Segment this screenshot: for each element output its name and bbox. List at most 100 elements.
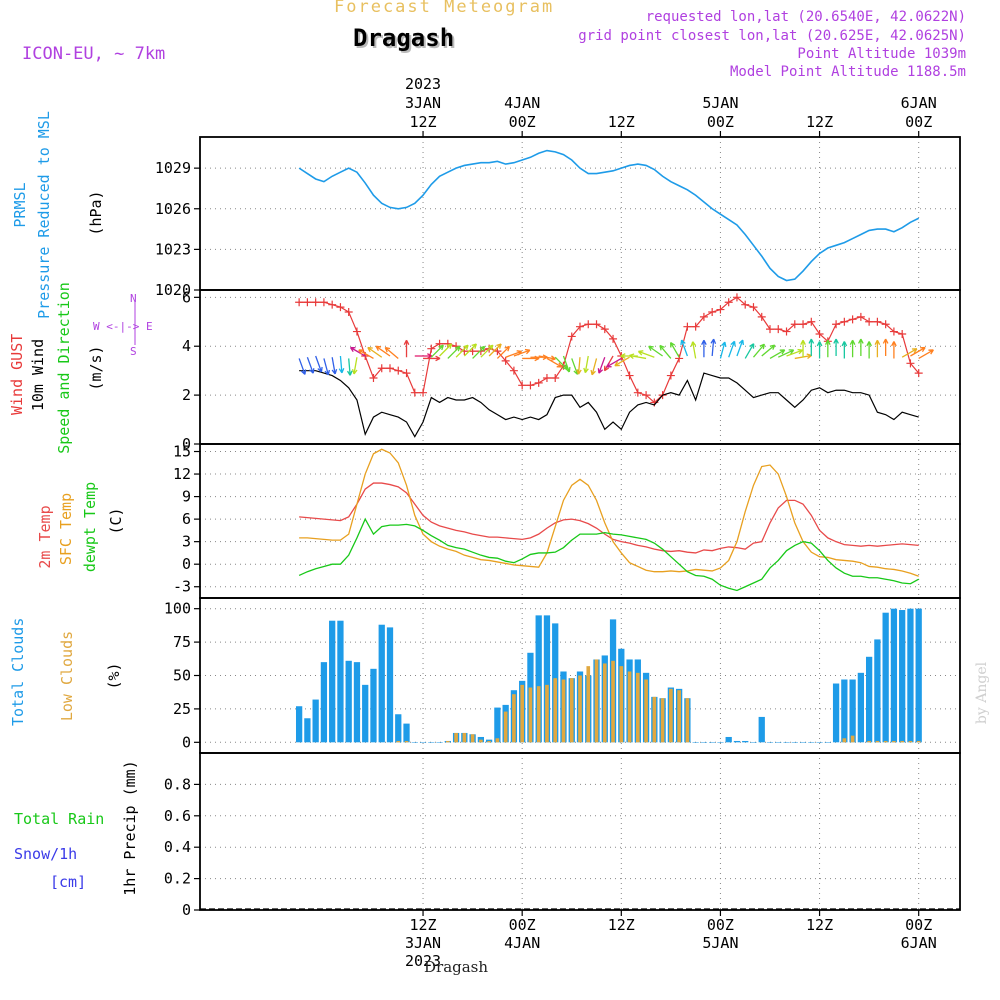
total-cloud-bar: [799, 742, 807, 743]
wind-direction-arrow: [590, 358, 598, 376]
text-layer: 10201023102610290246-3036912150255075100…: [134, 75, 937, 970]
gust-marker: [526, 381, 535, 390]
low-cloud-bar: [520, 684, 524, 743]
wind-direction-arrow: [403, 339, 410, 358]
total-clouds-label: Total Clouds: [9, 617, 27, 726]
gust-marker: [666, 371, 675, 380]
low-cloud-bar: [512, 694, 516, 743]
top-time-label: 12Z: [608, 113, 635, 131]
top-time-label: 00Z: [509, 113, 536, 131]
total-cloud-bar: [535, 615, 542, 743]
low-cloud-bar: [644, 679, 648, 743]
bottom-time-label: 2023: [405, 952, 441, 970]
top-time-label: 2023: [405, 75, 441, 93]
total-cloud-bar: [386, 627, 394, 743]
low-cloud-bar: [908, 740, 913, 743]
wind-direction-arrow: [351, 357, 358, 375]
total-cloud-bar: [692, 742, 699, 743]
wind-direction-arrow: [513, 348, 531, 357]
wind-direction-arrow: [874, 339, 881, 358]
wind-unit: (m/s): [87, 345, 105, 391]
gust-marker: [369, 374, 378, 382]
frame-layer: [194, 131, 961, 916]
point-altitude: Point Altitude 1039m: [797, 46, 966, 62]
total-cloud-bar: [395, 714, 402, 743]
gust-marker: [518, 381, 527, 390]
total-cloud-bar: [320, 662, 328, 743]
wind-direction-arrow: [777, 349, 795, 358]
total-cloud-bar: [865, 656, 873, 743]
wind-direction-arrow: [423, 355, 441, 362]
gust-marker: [766, 325, 774, 334]
top-time-label: 4JAN: [504, 94, 540, 112]
total-cloud-bar: [841, 679, 848, 743]
wind-direction-arrow: [298, 358, 307, 375]
wind-direction-arrow: [614, 356, 630, 367]
wind-direction-arrow: [358, 349, 374, 360]
wind-direction-arrow: [816, 341, 823, 359]
low-cloud-bar: [611, 660, 615, 743]
wind-direction-arrow: [447, 345, 461, 359]
pressure-label-prmsl: PRMSL: [11, 182, 29, 228]
requested-coords: requested lon,lat (20.6540E, 42.0622N): [645, 9, 966, 25]
wind-direction-arrow: [680, 339, 689, 357]
total-cloud-bar: [783, 742, 790, 743]
wind-direction-arrow: [472, 345, 486, 359]
wind-direction-arrow: [882, 338, 889, 356]
gust-marker: [873, 317, 882, 326]
y-tick-label: 100: [164, 600, 191, 618]
wind-direction-arrow: [669, 341, 680, 358]
y-tick-label: 0: [182, 733, 191, 751]
wind-direction-arrow: [496, 345, 511, 359]
temp-sfc-line: [299, 448, 919, 577]
compass-we: W <-|-> E: [93, 320, 153, 333]
low-cloud-bar: [536, 686, 541, 743]
y-tick-label: 1023: [155, 240, 191, 258]
y-tick-label: 2: [182, 386, 191, 404]
wind-direction-arrow: [546, 357, 563, 368]
gust-marker: [600, 325, 609, 334]
model-altitude: Model Point Altitude 1188.5m: [729, 64, 966, 80]
pressure-unit: (hPa): [87, 190, 105, 236]
wind-direction-arrow: [710, 338, 717, 357]
y-tick-label: 0.8: [164, 775, 191, 793]
low-cloud-bar: [883, 740, 888, 743]
wind-direction-arrow: [891, 341, 897, 359]
gust-marker: [807, 317, 816, 326]
gust-marker: [782, 327, 791, 336]
low-cloud-bar: [842, 738, 847, 743]
total-cloud-bar: [428, 742, 435, 743]
meteogram-subtitle: Forecast Meteogram: [334, 0, 555, 17]
total-cloud-bar: [709, 742, 716, 743]
total-cloud-bar: [824, 742, 831, 743]
gust-marker: [774, 325, 783, 334]
bottom-time-label: 4JAN: [504, 934, 540, 952]
wind-direction-arrow: [808, 338, 815, 356]
total-cloud-bar: [832, 683, 840, 743]
top-time-label: 00Z: [905, 113, 932, 131]
low-cloud-bar: [875, 740, 880, 743]
temp-unit: (C): [107, 507, 125, 535]
wind-direction-arrow: [455, 344, 469, 358]
top-time-label: 12Z: [409, 113, 436, 131]
total-cloud-bar: [890, 608, 898, 743]
low-cloud-bar: [594, 659, 599, 743]
total-cloud-bar: [378, 624, 385, 743]
wind-direction-arrow: [918, 349, 934, 360]
y-tick-label: 15: [173, 443, 191, 461]
gust-marker: [633, 388, 642, 397]
top-time-label: 3JAN: [405, 94, 441, 112]
gust-marker: [328, 300, 337, 309]
gust-marker: [906, 359, 915, 368]
y-tick-label: 75: [173, 633, 191, 651]
low-cloud-bar: [545, 684, 549, 743]
total-cloud-bar: [353, 662, 361, 743]
compass-south: S: [130, 345, 137, 358]
wind-direction-arrow: [628, 353, 647, 360]
temp-2m-line: [299, 482, 919, 554]
grid-layer: [200, 137, 960, 911]
wind-direction-arrow: [538, 355, 556, 362]
total-cloud-bar: [775, 742, 782, 743]
total-cloud-bar: [791, 742, 798, 743]
temp-dewpt-label: dewpt Temp: [81, 481, 99, 573]
